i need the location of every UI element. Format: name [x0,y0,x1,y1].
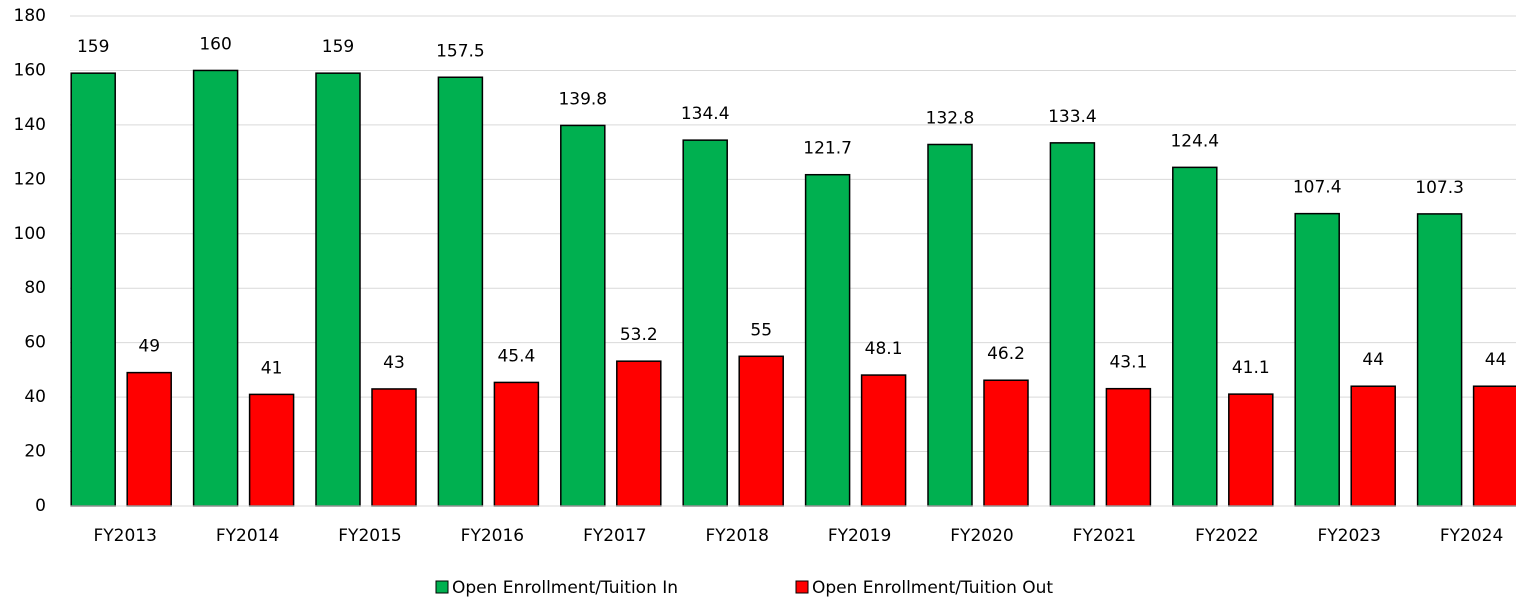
bar [1105,387,1152,507]
data-label: 157.5 [436,41,485,61]
data-label: 48.1 [865,339,903,359]
data-label: 49 [138,337,160,357]
data-label: 159 [77,37,109,57]
bar [315,72,361,507]
data-label: 124.4 [1170,131,1219,151]
bar [983,379,1029,507]
bar [738,355,784,507]
x-tick-label: FY2018 [705,526,768,546]
data-label: 121.7 [803,139,852,159]
bar [248,393,295,507]
y-tick-label: 140 [14,115,46,135]
legend-swatch [795,580,809,594]
bar [1294,212,1340,507]
bar [1049,142,1096,507]
y-tick-label: 160 [14,60,46,80]
bar [560,124,606,507]
data-label: 160 [199,34,231,54]
x-tick-label: FY2013 [93,526,156,546]
bar [192,69,239,507]
bar [1172,166,1218,507]
bar [493,381,540,507]
data-label: 44 [1362,350,1384,370]
bar [616,360,662,507]
data-label: 41 [261,358,283,378]
bar [860,374,907,507]
data-label: 41.1 [1232,358,1270,378]
bar [437,76,484,507]
x-tick-label: FY2022 [1195,526,1258,546]
y-tick-label: 60 [24,333,46,353]
legend-label: Open Enrollment/Tuition Out [812,578,1053,598]
legend-label: Open Enrollment/Tuition In [452,578,678,598]
x-tick-label: FY2020 [950,526,1013,546]
y-tick-label: 100 [14,224,46,244]
x-tick-label: FY2019 [828,526,891,546]
data-label: 133.4 [1048,107,1097,127]
data-label: 134.4 [681,104,730,124]
data-label: 45.4 [497,346,535,366]
bar [927,143,973,507]
data-label: 139.8 [558,89,607,109]
data-label: 46.2 [987,344,1025,364]
legend-swatch [435,580,449,594]
data-label: 159 [322,37,354,57]
data-label: 44 [1485,350,1507,370]
bar [1228,393,1274,507]
x-tick-label: FY2024 [1440,526,1503,546]
data-label: 132.8 [926,108,975,128]
bar [70,72,116,507]
x-tick-label: FY2014 [216,526,279,546]
y-tick-label: 120 [14,169,46,189]
y-tick-label: 0 [35,496,46,516]
x-tick-label: FY2023 [1317,526,1380,546]
data-label: 55 [750,320,772,340]
bar [126,371,172,507]
x-tick-label: FY2016 [461,526,524,546]
bar [804,173,851,507]
bar [371,388,417,507]
bar [682,139,728,507]
data-label: 107.3 [1415,178,1464,198]
data-label: 53.2 [620,325,658,345]
bar [1472,385,1516,507]
data-label: 43.1 [1109,353,1147,373]
y-tick-label: 40 [24,387,46,407]
x-tick-label: FY2017 [583,526,646,546]
y-tick-label: 80 [24,278,46,298]
x-tick-label: FY2015 [338,526,401,546]
x-tick-label: FY2021 [1073,526,1136,546]
data-label: 107.4 [1293,178,1342,198]
bar [1350,385,1396,507]
y-tick-label: 180 [14,6,46,26]
y-tick-label: 20 [24,442,46,462]
data-label: 43 [383,353,405,373]
bar [1416,213,1463,507]
